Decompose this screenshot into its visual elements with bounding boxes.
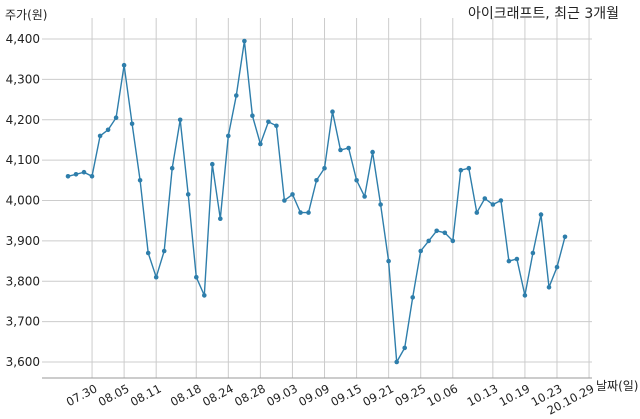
price-point bbox=[426, 238, 432, 244]
price-point bbox=[474, 210, 480, 215]
price-point bbox=[482, 196, 488, 201]
price-point bbox=[185, 192, 191, 197]
price-point bbox=[418, 248, 424, 254]
price-point bbox=[153, 274, 159, 280]
price-point bbox=[194, 274, 199, 280]
price-point bbox=[506, 258, 512, 264]
price-point bbox=[306, 210, 311, 215]
x-tick-label: 09.25 bbox=[392, 381, 428, 409]
price-point bbox=[338, 147, 343, 153]
price-series-line bbox=[67, 40, 566, 365]
price-point bbox=[210, 161, 215, 167]
price-point bbox=[298, 210, 303, 215]
price-point bbox=[410, 295, 416, 300]
price-point bbox=[314, 178, 319, 183]
price-point bbox=[554, 264, 560, 270]
price-point bbox=[538, 212, 544, 217]
x-tick-label: 08.24 bbox=[200, 381, 236, 409]
price-point bbox=[202, 293, 207, 298]
x-tick-label: 09.03 bbox=[264, 381, 300, 409]
x-tick-label: 09.21 bbox=[360, 381, 396, 409]
price-point bbox=[402, 345, 408, 351]
y-tick-label: 3,900 bbox=[6, 234, 40, 248]
price-point bbox=[121, 62, 127, 68]
price-point bbox=[354, 178, 359, 183]
x-tick-label: 08.05 bbox=[96, 381, 132, 409]
price-point bbox=[282, 198, 287, 203]
price-point bbox=[330, 109, 335, 114]
x-tick-label: 10.13 bbox=[465, 381, 501, 409]
price-point bbox=[562, 234, 568, 240]
price-point bbox=[274, 123, 279, 129]
price-point bbox=[362, 194, 367, 199]
price-point bbox=[161, 248, 167, 254]
price-point bbox=[530, 250, 536, 256]
price-point bbox=[522, 293, 528, 298]
price-point bbox=[498, 198, 504, 203]
price-point bbox=[442, 230, 448, 236]
price-point bbox=[322, 165, 327, 171]
price-point bbox=[290, 192, 295, 197]
price-point bbox=[73, 172, 79, 177]
y-tick-label: 4,000 bbox=[6, 194, 40, 208]
price-point bbox=[450, 238, 456, 244]
price-point bbox=[129, 121, 135, 127]
price-point bbox=[234, 93, 239, 98]
x-tick-label: 07.30 bbox=[64, 381, 100, 409]
x-tick-label: 08.18 bbox=[168, 381, 204, 409]
x-tick-label: 08.28 bbox=[232, 381, 268, 409]
y-tick-label: 4,100 bbox=[6, 153, 40, 167]
x-tick-label: 09.15 bbox=[328, 381, 364, 409]
price-point bbox=[169, 165, 175, 171]
y-axis-label: 주가(원) bbox=[5, 8, 47, 22]
price-point bbox=[65, 174, 71, 179]
grid-lines bbox=[42, 18, 592, 378]
y-tick-label: 4,400 bbox=[6, 32, 40, 46]
price-point bbox=[218, 216, 223, 221]
price-point bbox=[466, 165, 472, 171]
price-point bbox=[546, 285, 552, 290]
y-tick-label: 3,700 bbox=[6, 315, 40, 329]
x-tick-label: 08.11 bbox=[128, 381, 164, 409]
price-point bbox=[258, 141, 263, 147]
price-point bbox=[394, 359, 400, 365]
price-point bbox=[242, 38, 247, 44]
price-point bbox=[177, 117, 183, 123]
price-point bbox=[490, 202, 496, 207]
price-point bbox=[250, 113, 255, 118]
x-tick-label: 10.06 bbox=[425, 381, 461, 409]
price-point bbox=[370, 149, 375, 155]
x-tick-label: 10.19 bbox=[497, 381, 533, 409]
chart-title: 아이크래프트, 최근 3개월 bbox=[468, 6, 619, 22]
y-tick-label: 4,200 bbox=[6, 113, 40, 127]
price-point bbox=[266, 119, 271, 125]
price-point bbox=[386, 258, 391, 264]
price-point bbox=[89, 174, 95, 179]
price-point bbox=[346, 145, 351, 151]
y-axis-ticks: 3,600 3,700 3,800 3,900 4,000 4,100 4,200 4,300… bbox=[6, 32, 40, 369]
x-tick-label: 09.09 bbox=[296, 381, 332, 409]
price-point bbox=[458, 167, 464, 173]
price-point bbox=[113, 115, 119, 120]
price-point bbox=[137, 178, 143, 183]
y-tick-label: 3,800 bbox=[6, 274, 40, 288]
price-point bbox=[434, 228, 440, 234]
x-axis-label: 날짜(일) bbox=[596, 379, 638, 393]
y-tick-label: 3,600 bbox=[6, 355, 40, 369]
y-tick-label: 4,300 bbox=[6, 72, 40, 86]
price-point bbox=[378, 202, 383, 207]
price-point bbox=[97, 133, 103, 139]
price-point bbox=[226, 133, 231, 139]
price-point bbox=[145, 250, 151, 256]
price-point bbox=[514, 256, 520, 262]
price-point bbox=[105, 127, 111, 133]
price-points bbox=[65, 38, 568, 365]
price-point bbox=[81, 169, 87, 175]
